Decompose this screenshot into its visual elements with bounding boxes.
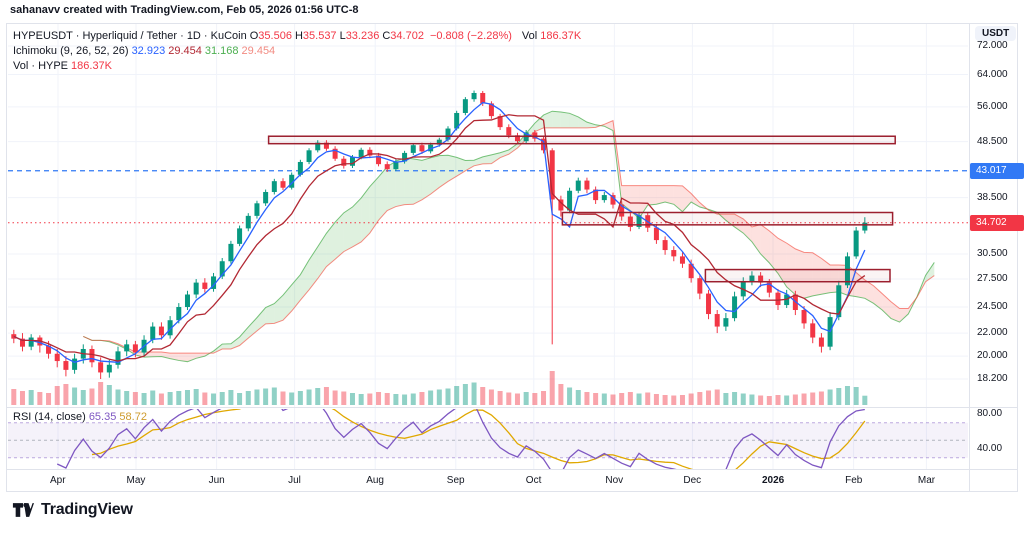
price-axis-label: 72.000 [977, 40, 1008, 51]
ohlc-number: 33.236 [345, 30, 380, 42]
price-axis-label: 64.000 [977, 68, 1008, 80]
ohlc-number: 35.537 [302, 30, 337, 42]
ichimoku-legend-row: Ichimoku (9, 26, 52, 26) 32.923 29.454 31.1… [13, 44, 584, 59]
time-axis-label: Apr [50, 475, 66, 486]
ichimoku-number: 29.454 [241, 45, 276, 57]
price-axis-label: 30.500 [977, 247, 1008, 259]
volume-legend-row: Vol · HYPE 186.37K [13, 59, 584, 74]
time-axis-label: Feb [845, 475, 863, 486]
ichimoku-number: 31.168 [204, 45, 239, 57]
time-axis-label: 2026 [762, 475, 785, 486]
time-axis-label: May [126, 475, 146, 486]
ohlc-letter: O [249, 30, 259, 42]
symbol-legend-row: HYPEUSDT · Hyperliquid / Tether · 1D · K… [13, 29, 584, 44]
vol-label: Vol [521, 30, 538, 42]
chart-legend[interactable]: HYPEUSDT · Hyperliquid / Tether · 1D · K… [13, 29, 584, 74]
price-axis-label: 38.500 [977, 191, 1008, 203]
rsi-axis-label: 40.00 [977, 443, 1003, 454]
ohlc-number: 34.702 [390, 30, 424, 42]
attribution-text: sahanavv created with TradingView.com, F… [10, 4, 359, 16]
price-axis-label: 20.000 [977, 350, 1008, 362]
time-axis-label: Jun [208, 475, 225, 486]
rsi-axis-label: 80.00 [977, 408, 1003, 419]
price-axis-label: 56.000 [977, 100, 1008, 112]
rsi-value: 65.35 [88, 411, 117, 423]
time-axis-label: Aug [366, 475, 384, 486]
price-badge: 34.702 [970, 214, 1024, 231]
rsi-ma-value: 58.72 [119, 411, 147, 423]
change-value: −0.808 (−2.28%) [429, 30, 512, 42]
volume-study-label[interactable]: Vol · HYPE [13, 60, 69, 72]
price-axis-label: 22.000 [977, 327, 1008, 339]
time-axis-label: Mar [917, 475, 936, 486]
ichimoku-label[interactable]: Ichimoku (9, 26, 52, 26) [13, 45, 129, 57]
price-axis-label: 48.500 [977, 135, 1008, 147]
time-axis-label: Oct [525, 475, 542, 486]
ohlc-letter: C [382, 30, 391, 42]
price-badge: 43.017 [970, 162, 1024, 179]
symbol-title[interactable]: HYPEUSDT · Hyperliquid / Tether · 1D · K… [13, 30, 247, 42]
ohlc-number: 35.506 [258, 30, 292, 42]
price-axis-label: 18.200 [977, 373, 1008, 384]
tradingview-logo[interactable]: TradingView [12, 500, 133, 519]
tradingview-logo-icon [12, 503, 34, 517]
ohlc-values: O35.506 H35.537 L33.236 C34.702 [250, 30, 427, 42]
ohlc-letter: L [339, 30, 346, 42]
brand-text: TradingView [41, 500, 133, 518]
rsi-legend-row[interactable]: RSI (14, close) 65.35 58.72 [13, 411, 147, 423]
price-axis-label: 27.500 [977, 273, 1008, 285]
ohlc-letter: H [294, 30, 303, 42]
time-axis-label: Sep [446, 475, 465, 486]
time-axis-label: Jul [288, 475, 301, 486]
rsi-label[interactable]: RSI (14, close) [13, 411, 86, 423]
time-axis-label: Dec [683, 475, 702, 486]
time-axis-label: Nov [605, 475, 624, 486]
currency-badge: USDT [975, 26, 1017, 41]
price-axis-label: 24.500 [977, 301, 1008, 313]
ichimoku-number: 29.454 [168, 45, 202, 57]
ichimoku-values: 32.923 29.454 31.168 29.454 [132, 45, 279, 57]
ichimoku-number: 32.923 [131, 45, 166, 57]
vol-value: 186.37K [540, 30, 582, 42]
volume-study-value: 186.37K [71, 60, 113, 72]
